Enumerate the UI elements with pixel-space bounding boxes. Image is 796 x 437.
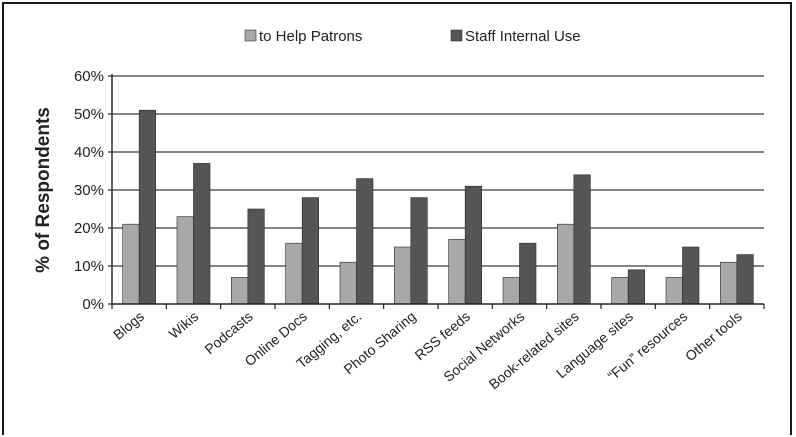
y-tick-label: 60% [74, 68, 104, 85]
y-tick-label: 10% [74, 258, 104, 275]
legend: to Help Patrons Staff Internal Use [244, 28, 581, 45]
bar-staff-internal-use-language-sites [627, 269, 645, 305]
bar-to-help-patrons-fun-resources [665, 277, 683, 305]
category-label: Other tools [682, 308, 745, 364]
legend-label-help-patrons: to Help Patrons [259, 28, 362, 45]
gridlines [112, 75, 764, 267]
bar-to-help-patrons-book-related-sites [557, 223, 575, 305]
category-label: Podcasts [201, 308, 255, 357]
bar-to-help-patrons-podcasts [231, 277, 249, 305]
bar-to-help-patrons-online-docs [285, 242, 303, 305]
bar-to-help-patrons-language-sites [611, 277, 629, 305]
bar-staff-internal-use-blogs [138, 109, 156, 305]
axes [108, 74, 765, 309]
bar-staff-internal-use-podcasts [247, 208, 265, 305]
category-label: Book-related sites [486, 308, 582, 392]
bar-staff-internal-use-wikis [193, 163, 211, 305]
legend-swatch-staff-internal [450, 29, 463, 42]
bar-to-help-patrons-blogs [122, 223, 140, 305]
legend-swatch-help-patrons [244, 29, 257, 42]
y-tick-label: 30% [74, 182, 104, 199]
y-tick-label: 40% [74, 144, 104, 161]
y-tick-label: 20% [74, 220, 104, 237]
bar-to-help-patrons-wikis [176, 216, 194, 305]
bar-staff-internal-use-fun-resources [682, 246, 700, 305]
category-label: Wikis [166, 308, 202, 342]
y-tick-label: 50% [74, 106, 104, 123]
bars [122, 109, 754, 305]
bar-to-help-patrons-tagging-etc [339, 261, 357, 305]
bar-to-help-patrons-other-tools [720, 261, 738, 305]
bar-staff-internal-use-other-tools [736, 254, 754, 305]
bar-staff-internal-use-photo-sharing [410, 197, 428, 305]
category-label: Blogs [110, 308, 147, 343]
y-tick-label: 0% [82, 296, 104, 313]
legend-label-staff-internal: Staff Internal Use [465, 28, 581, 45]
y-axis-label: % of Respondents [33, 107, 54, 273]
bar-to-help-patrons-photo-sharing [394, 246, 412, 305]
bar-staff-internal-use-online-docs [301, 197, 319, 305]
bar-to-help-patrons-social-networks [502, 277, 520, 305]
bar-staff-internal-use-tagging-etc [356, 178, 374, 305]
bar-staff-internal-use-social-networks [519, 242, 537, 305]
bar-staff-internal-use-rss-feeds [464, 185, 482, 305]
bar-staff-internal-use-book-related-sites [573, 174, 591, 305]
bar-to-help-patrons-rss-feeds [448, 239, 466, 305]
y-tick-labels: 0% 10% 20% 30% 40% 50% 60% [74, 68, 104, 313]
